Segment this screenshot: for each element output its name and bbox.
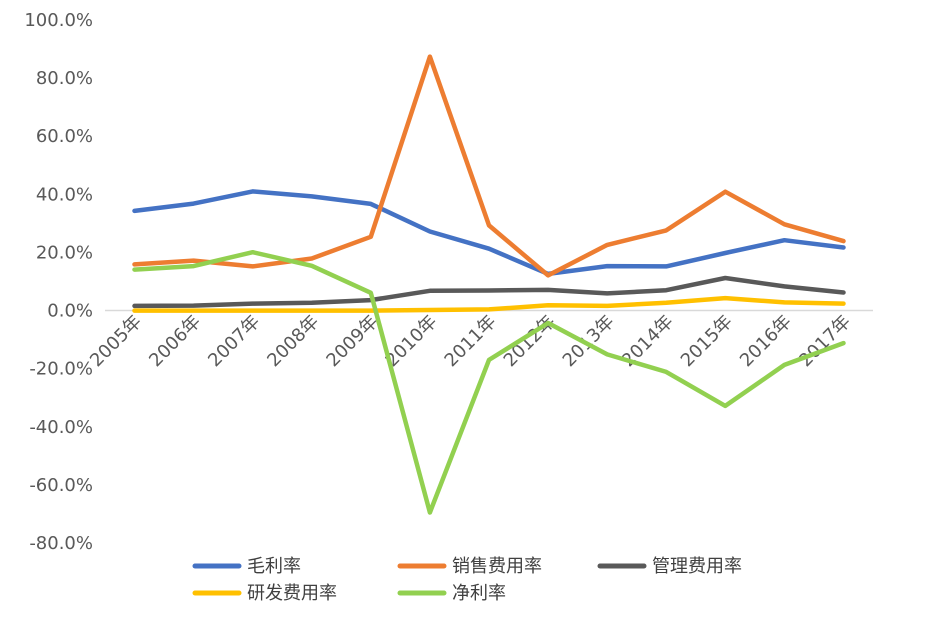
y-tick-label: -80.0% bbox=[29, 533, 93, 554]
legend-label: 研发费用率 bbox=[247, 583, 337, 604]
x-tick-label: 2017年 bbox=[795, 311, 855, 371]
y-tick-label: -20.0% bbox=[29, 359, 93, 380]
x-axis-tick-labels: 2005年 2006年 2007年 2008年 2009年 2010年 2011年 2012年… bbox=[86, 311, 855, 371]
x-tick-label: 2008年 bbox=[263, 311, 323, 371]
legend-label: 净利率 bbox=[452, 583, 506, 604]
y-tick-label: 100.0% bbox=[24, 10, 93, 31]
x-tick-label: 2012年 bbox=[500, 311, 560, 371]
y-tick-label: 60.0% bbox=[36, 126, 93, 147]
x-tick-label: 2007年 bbox=[204, 311, 264, 371]
legend-label: 毛利率 bbox=[247, 556, 301, 577]
y-tick-label: 80.0% bbox=[36, 68, 93, 89]
series-line-4 bbox=[132, 295, 846, 313]
x-tick-label: 2015年 bbox=[677, 311, 737, 371]
y-tick-label: -40.0% bbox=[29, 417, 93, 438]
x-tick-label: 2011年 bbox=[441, 311, 501, 371]
y-tick-label: 40.0% bbox=[36, 184, 93, 205]
y-tick-label: 20.0% bbox=[36, 242, 93, 263]
x-tick-label: 2009年 bbox=[322, 311, 382, 371]
x-tick-label: 2006年 bbox=[145, 311, 205, 371]
legend-label: 销售费用率 bbox=[452, 556, 542, 577]
y-axis-tick-labels: 100.0% 80.0% 60.0% 40.0% 20.0% 0.0% -20.0% -40.… bbox=[24, 10, 93, 554]
y-tick-label: 0.0% bbox=[47, 301, 93, 322]
series-line-3 bbox=[132, 275, 846, 309]
x-tick-label: 2005年 bbox=[86, 311, 146, 371]
legend-label: 管理费用率 bbox=[652, 556, 742, 577]
y-tick-label: -60.0% bbox=[29, 475, 93, 496]
series-lines bbox=[132, 54, 846, 515]
x-tick-label: 2013年 bbox=[559, 311, 619, 371]
series-line-5 bbox=[132, 249, 846, 515]
series-line-1 bbox=[132, 189, 846, 277]
series-line-2 bbox=[132, 54, 846, 278]
